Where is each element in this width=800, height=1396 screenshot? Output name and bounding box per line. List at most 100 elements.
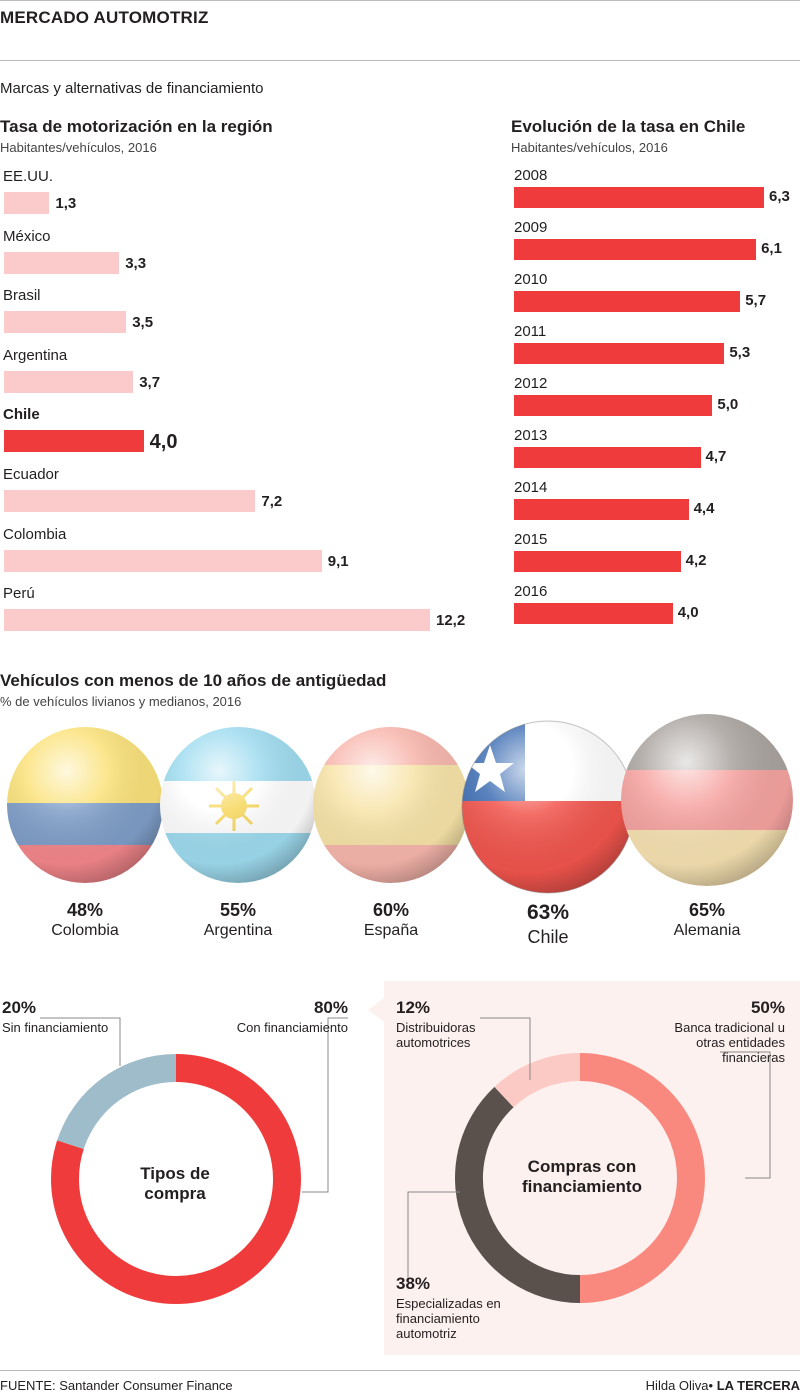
spain-flag-icon — [313, 727, 469, 883]
argentina-flag-icon — [160, 727, 316, 883]
chile-year-label: 2010 — [514, 271, 548, 288]
donut-charts — [40, 1017, 771, 1304]
chile-year-bar — [514, 187, 764, 208]
with-financing-pct: 80% — [313, 998, 348, 1017]
region-value: 7,2 — [261, 493, 283, 510]
chile-year-bar — [514, 291, 741, 312]
chile-year-label: 2012 — [514, 375, 548, 392]
chile-year-label: 2011 — [514, 323, 547, 340]
brand: LA TERCERA — [716, 1378, 800, 1393]
region-label: Chile — [3, 406, 40, 424]
region-label: Perú — [3, 585, 35, 603]
dealers-label: Distribuidoras automotrices — [396, 1020, 476, 1050]
chile-year-value: 5,0 — [717, 396, 739, 413]
banks-label: Banca tradicional u otras entidades fina… — [674, 1020, 785, 1065]
spain-label: España — [363, 922, 419, 939]
region-bar — [4, 370, 134, 393]
region-chart-subtitle: Habitantes/vehículos, 2016 — [0, 140, 157, 155]
page-subtitle: Marcas y alternativas de financiamiento — [0, 80, 264, 97]
region-label: EE.UU. — [3, 168, 54, 185]
chile-year-bar — [514, 603, 673, 624]
chile-year-value: 4,7 — [705, 448, 727, 465]
region-bar — [4, 251, 120, 274]
region-bar — [4, 490, 256, 512]
donut2-slice — [494, 1053, 581, 1108]
region-value: 4,0 — [149, 431, 178, 454]
colombia-flag-icon — [7, 727, 163, 883]
region-value: 3,7 — [139, 373, 161, 391]
region-label: Argentina — [3, 346, 68, 364]
chile-year-bar — [514, 395, 713, 416]
chile-pct: 63% — [526, 901, 570, 924]
region-value: 9,1 — [327, 552, 349, 570]
donut1-slice — [57, 1054, 177, 1150]
region-bar — [4, 549, 322, 572]
chile-year-label: 2015 — [514, 531, 548, 548]
chile-year-label: 2008 — [514, 167, 548, 184]
financing-donut — [455, 1053, 705, 1303]
region-label: México — [3, 227, 51, 245]
chile-year-bar — [514, 239, 757, 260]
no-financing-pct: 20% — [2, 998, 37, 1017]
region-label: Colombia — [3, 525, 67, 543]
source-note: FUENTE: Santander Consumer Finance — [0, 1378, 233, 1393]
region-label: Brasil — [3, 287, 41, 305]
donut2-slice — [579, 1053, 705, 1303]
chile-year-value: 5,7 — [745, 292, 767, 309]
chile-year-bar — [514, 551, 681, 572]
age-chart-subtitle: % de vehículos livianos y medianos, 2016 — [0, 694, 242, 709]
germany-flag-icon — [621, 714, 793, 886]
chile-flag-icon — [462, 721, 634, 893]
purchase-type-center: Tipos de compra — [140, 1164, 210, 1203]
with-financing-label: Con financiamiento — [236, 1020, 348, 1035]
chile-year-value: 4,2 — [685, 552, 707, 569]
purchase-type-donut — [51, 1054, 301, 1304]
donut1-slice — [51, 1054, 301, 1304]
specialized-label: Especializadas en financiamiento automot… — [396, 1296, 501, 1341]
header-rule — [0, 60, 800, 61]
top-rule — [0, 0, 800, 1]
panel-pointer — [368, 998, 384, 1022]
argentina-pct: 55% — [219, 900, 257, 920]
germany-label: Alemania — [673, 922, 741, 939]
chile-year-label: 2016 — [514, 583, 548, 600]
colombia-label: Colombia — [51, 922, 119, 939]
financing-center: Compras con financiamiento — [522, 1157, 642, 1196]
chile-year-label: 2013 — [514, 427, 548, 444]
age-chart-title: Vehículos con menos de 10 años de antigü… — [0, 671, 387, 690]
chile-year-bar — [514, 343, 725, 364]
region-value: 1,3 — [55, 195, 77, 212]
region-value: 3,5 — [132, 314, 154, 332]
region-label: Ecuador — [3, 466, 59, 483]
region-bar — [4, 609, 430, 632]
flag-spheres — [7, 714, 793, 894]
donut2-slice — [455, 1086, 581, 1303]
chile-year-value: 6,3 — [769, 188, 790, 205]
spain-pct: 60% — [372, 900, 410, 920]
chile-year-bar — [514, 447, 701, 468]
chile-chart-subtitle: Habitantes/vehículos, 2016 — [511, 140, 668, 155]
chile-year-value: 6,1 — [761, 240, 782, 257]
germany-pct: 65% — [688, 900, 726, 920]
region-bar — [4, 430, 144, 453]
chile-year-bar — [514, 499, 689, 520]
region-chart-title: Tasa de motorización en la región — [0, 117, 273, 136]
dealers-pct: 12% — [396, 998, 431, 1017]
chile-year-value: 4,0 — [677, 604, 699, 621]
chile-year-label: 2009 — [514, 219, 548, 236]
author: Hilda Oliva — [645, 1378, 709, 1393]
specialized-pct: 38% — [396, 1274, 431, 1293]
region-bar — [4, 192, 50, 214]
footer-rule — [0, 1370, 800, 1371]
chile-chart-title: Evolución de la tasa en Chile — [511, 117, 746, 136]
region-value: 3,3 — [125, 254, 147, 272]
banks-pct: 50% — [750, 998, 785, 1017]
colombia-pct: 48% — [66, 900, 104, 920]
region-value: 12,2 — [436, 612, 466, 630]
page-title: MERCADO AUTOMOTRIZ — [0, 8, 209, 27]
chile-label: Chile — [527, 927, 569, 947]
credit: Hilda Oliva• LA TERCERA — [645, 1378, 800, 1393]
chile-year-value: 5,3 — [729, 344, 751, 361]
chile-year-value: 4,4 — [693, 500, 715, 517]
chile-year-label: 2014 — [514, 479, 548, 496]
